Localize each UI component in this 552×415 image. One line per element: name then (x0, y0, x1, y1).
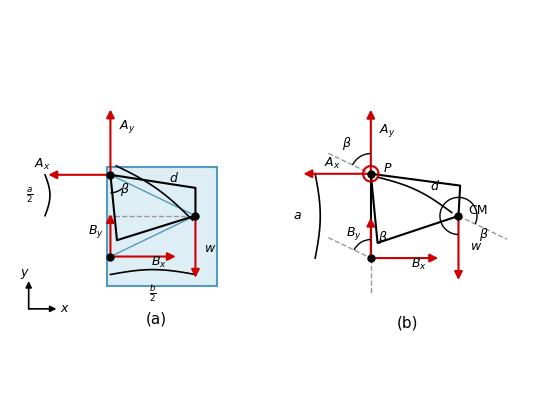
Text: $A_x$: $A_x$ (323, 156, 340, 171)
Text: (a): (a) (146, 312, 167, 327)
Text: $a$: $a$ (293, 210, 302, 222)
Text: $x$: $x$ (60, 303, 70, 315)
FancyBboxPatch shape (107, 167, 217, 286)
Text: $\frac{a}{2}$: $\frac{a}{2}$ (26, 186, 34, 205)
Text: $A_x$: $A_x$ (34, 157, 50, 172)
Text: $w$: $w$ (204, 242, 216, 255)
Text: $A_y$: $A_y$ (119, 118, 135, 135)
Text: $\beta$: $\beta$ (378, 229, 387, 246)
Text: $P$: $P$ (383, 162, 392, 175)
Text: $y$: $y$ (20, 267, 30, 281)
Text: $\frac{b}{2}$: $\frac{b}{2}$ (149, 283, 157, 304)
Text: $B_y$: $B_y$ (346, 225, 362, 242)
Text: $A_y$: $A_y$ (379, 122, 396, 139)
Text: $B_y$: $B_y$ (88, 223, 103, 240)
Text: $d$: $d$ (430, 179, 440, 193)
Text: $w$: $w$ (470, 239, 482, 253)
Text: (b): (b) (397, 315, 418, 330)
Text: CM: CM (469, 204, 488, 217)
Text: $B_x$: $B_x$ (411, 257, 427, 272)
Text: $\beta$: $\beta$ (479, 226, 489, 243)
Text: $B_x$: $B_x$ (151, 255, 167, 271)
Text: $\beta$: $\beta$ (120, 181, 130, 198)
Text: $\beta$: $\beta$ (342, 135, 352, 152)
Text: $d$: $d$ (169, 171, 179, 186)
